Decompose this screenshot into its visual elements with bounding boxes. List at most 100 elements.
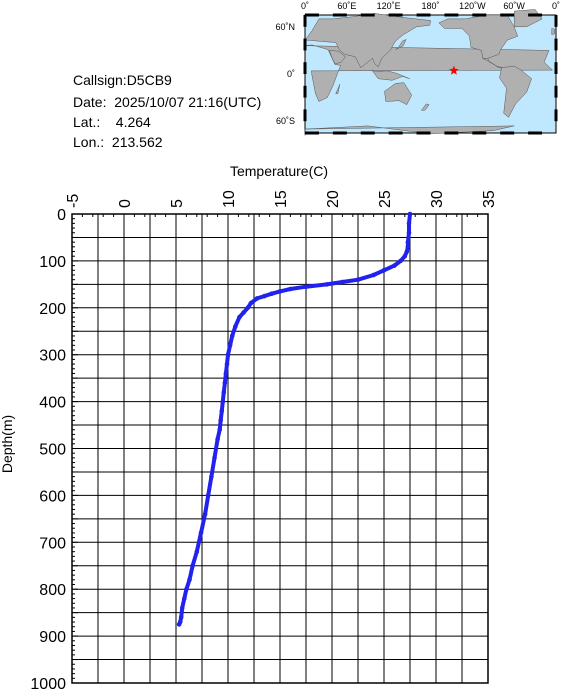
data-point [220,399,226,404]
data-point [221,389,227,395]
data-point [209,474,214,479]
data-point [222,380,228,386]
data-point [233,324,238,329]
data-point [288,286,293,292]
y-tick-label: 300 [39,348,66,365]
location-map: 0˚ 60˚E 120˚E 180˚ 120˚W 60˚W 0˚ 60˚N 0˚ 60˚S [275,1,560,136]
data-point [340,279,345,285]
map-lon-label: 120˚E [377,1,401,11]
x-tick-label: 10 [221,190,238,208]
map-lon-label: 180˚ [421,1,439,11]
map-central-america [482,58,503,68]
data-point [194,549,200,554]
y-tick-label: 100 [39,254,66,271]
data-point [406,221,412,226]
data-point [248,300,254,306]
y-tick-label: 0 [57,207,66,224]
data-point [202,511,208,517]
data-point [245,305,251,311]
y-tick-label: 700 [39,535,66,552]
data-point [219,408,225,414]
map-lon-label: 60˚W [503,1,525,11]
map-south-america [499,65,532,118]
map-australia [384,82,412,106]
data-point [229,333,235,339]
data-point [187,577,192,583]
x-tick-label: 15 [273,190,290,208]
y-tick-label: 900 [39,629,66,646]
map-japan [395,38,407,50]
y-tick-label: 800 [39,582,66,599]
data-point [176,622,182,627]
x-tick-label: 0 [117,199,134,208]
data-point [205,493,211,498]
data-point [303,284,309,290]
map-indonesia [371,69,410,81]
data-point [178,615,184,620]
map-lon-label: 60˚E [337,1,356,11]
map-lon-label: 120˚W [459,1,486,11]
data-point [269,291,275,297]
map-new-zealand [420,103,430,111]
data-point [182,596,187,601]
x-tick-label: 30 [429,190,446,208]
date-text: Date: 2025/10/07 21:16(UTC) [73,94,262,110]
data-point [402,253,408,259]
data-point [215,436,220,442]
data-point [224,361,230,367]
data-point [392,263,397,268]
x-tick-label: -5 [65,194,82,208]
y-tick-label: 1000 [30,676,66,690]
data-point [241,310,246,315]
map-lat-label: 60˚S [276,116,295,126]
data-point [225,352,231,358]
data-point [371,272,376,278]
data-point [198,530,204,536]
data-point [254,296,260,301]
x-tick-label: 20 [325,190,342,208]
data-point [277,289,283,294]
y-tick-label: 500 [39,442,66,459]
data-point [407,211,413,217]
data-point [355,277,361,283]
data-point [218,418,223,423]
y-tick-label: 600 [39,488,66,505]
y-tick-label: 200 [39,301,66,318]
data-point [405,244,411,250]
map-lon-label: 0˚ [301,1,309,11]
map-uk [551,28,555,36]
data-point [381,268,387,273]
data-point [406,230,412,236]
data-point [179,605,185,611]
data-point [237,314,242,320]
map-eurasia [304,13,431,69]
data-point [227,343,233,348]
x-tick-label: 5 [169,199,186,208]
map-arabia [329,50,346,65]
callsign-text: Callsign:D5CB9 [73,72,172,88]
map-lat-label: 60˚N [275,22,295,32]
y-tick-label: 400 [39,395,66,412]
map-lat-label: 0˚ [287,69,295,79]
longitude-text: Lon.: 213.562 [73,134,163,150]
x-tick-label: 35 [481,190,498,208]
x-tick-label: 25 [377,190,394,208]
data-point [190,563,195,569]
data-point [324,282,330,287]
data-point [184,586,189,592]
x-axis-label: Temperature(C) [230,163,328,179]
data-point [212,455,217,461]
station-marker [449,65,459,75]
data-point [404,249,410,254]
map-madagascar [335,84,341,94]
data-point [262,293,267,299]
data-point [398,258,403,264]
y-axis-label: Depth(m) [0,415,15,473]
map-lon-label: 0˚ [552,1,560,11]
data-point [217,427,222,433]
data-point [405,239,411,245]
latitude-text: Lat.: 4.264 [73,114,151,130]
data-point [223,371,229,376]
